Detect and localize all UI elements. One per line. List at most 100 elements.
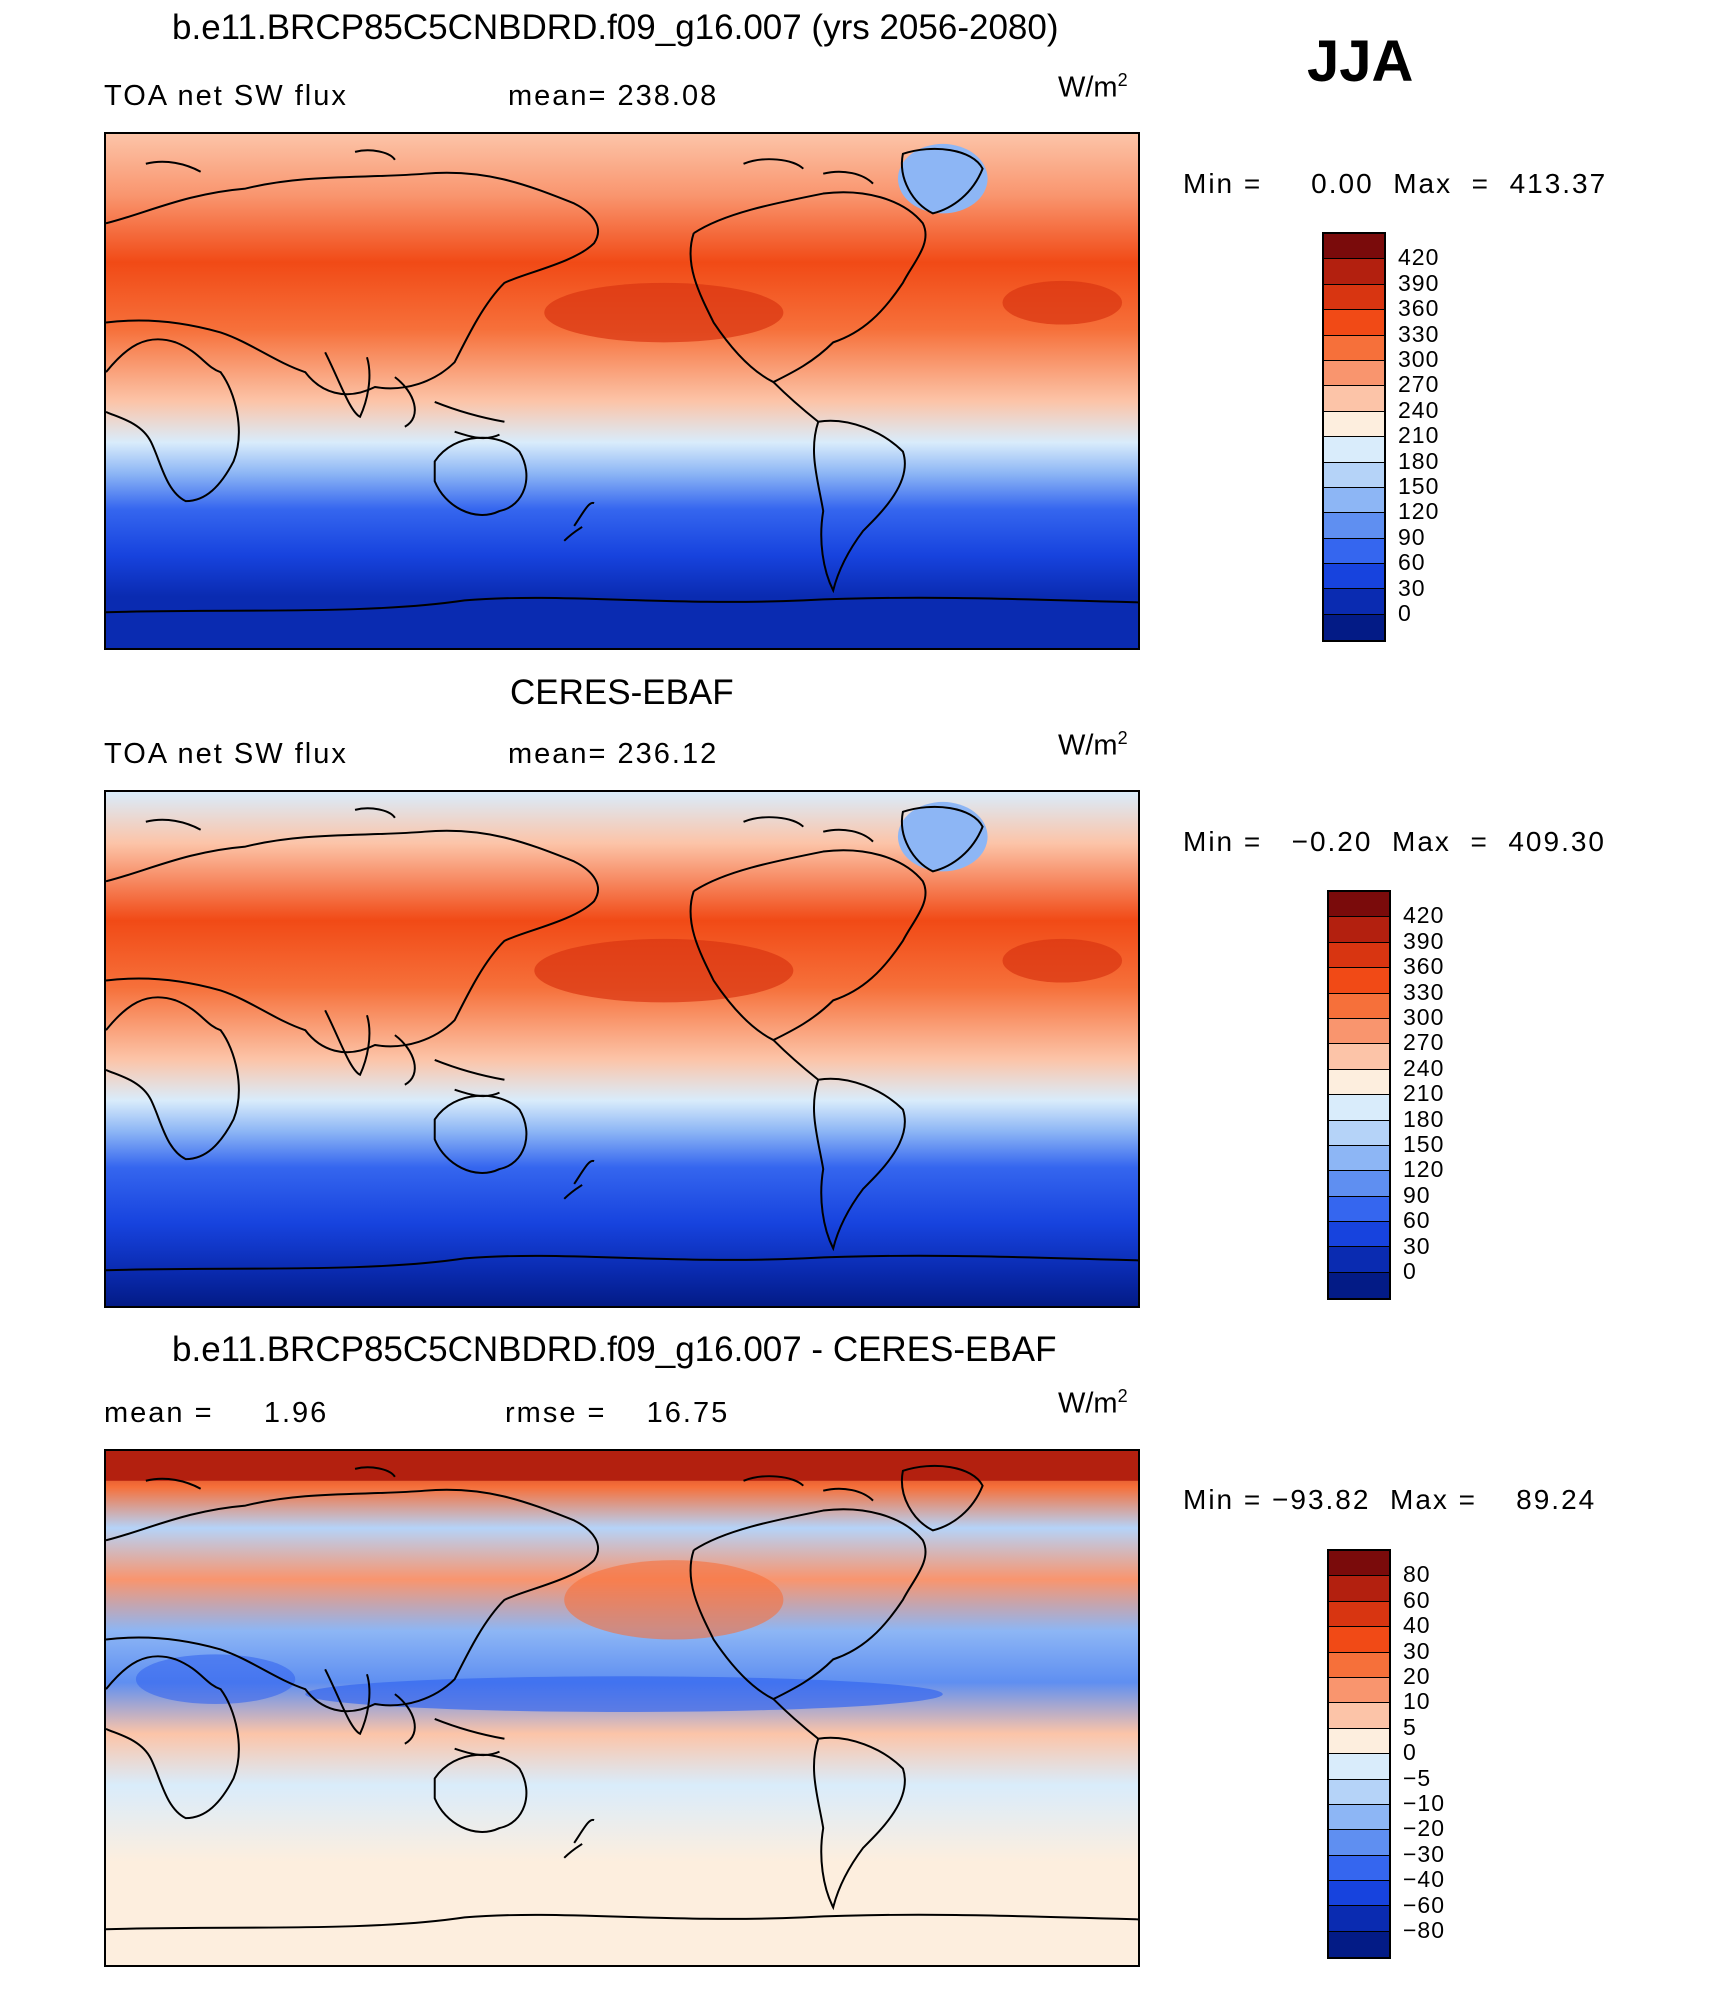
colorbar-swatch — [1329, 993, 1389, 1019]
panel-1-max-region — [544, 282, 784, 343]
colorbar-swatch — [1329, 1145, 1389, 1172]
panel-2-colorbar-tick: 330 — [1403, 978, 1445, 1005]
colorbar-swatch — [1324, 487, 1384, 514]
panel-1-colorbar-tick: 420 — [1398, 244, 1440, 271]
panel-1-field — [106, 134, 1138, 648]
panel-1-colorbar-tick: 180 — [1398, 447, 1440, 474]
panel-2-max-region-atl — [1002, 938, 1123, 983]
colorbar-swatch — [1324, 589, 1384, 615]
colorbar-swatch — [1329, 1120, 1389, 1146]
panel-2-colorbar-tick: 210 — [1403, 1080, 1445, 1107]
colorbar-swatch — [1329, 1627, 1389, 1653]
colorbar-swatch — [1329, 1171, 1389, 1197]
panel-1-colorbar-tick: 30 — [1398, 574, 1426, 601]
panel-1-greenland — [897, 143, 988, 214]
panel-3-colorbar-tick: −80 — [1403, 1917, 1446, 1943]
colorbar-swatch — [1329, 1931, 1389, 1958]
panel-2-mean-label: mean= 236.12 — [508, 738, 719, 770]
panel-1-colorbar-tick: 210 — [1398, 422, 1440, 449]
colorbar-swatch — [1324, 234, 1384, 260]
panel-3-pacific-warm — [564, 1560, 784, 1640]
panel-3-colorbar-tick: 5 — [1403, 1713, 1417, 1740]
colorbar-swatch — [1329, 1044, 1389, 1070]
colorbar-swatch — [1324, 360, 1384, 387]
panel-3-colorbar-tick: 20 — [1403, 1663, 1431, 1689]
colorbar-swatch — [1324, 386, 1384, 412]
panel-3-indian-ocean — [135, 1654, 296, 1705]
panel-1-colorbar-tick: 0 — [1398, 600, 1412, 626]
colorbar-swatch — [1329, 892, 1389, 918]
panel-1-units: W/m2 — [1058, 70, 1128, 104]
colorbar-swatch — [1329, 968, 1389, 994]
colorbar-swatch — [1324, 614, 1384, 641]
panel-1-mean-label: mean= 238.08 — [508, 80, 719, 112]
panel-2-colorbar-tick: 300 — [1403, 1004, 1445, 1030]
panel-1-variable-label: TOA net SW flux — [104, 80, 348, 112]
colorbar-swatch — [1329, 1576, 1389, 1602]
colorbar-swatch — [1329, 1677, 1389, 1704]
panel-1-minmax: Min = 0.00 Max = 413.37 — [1183, 168, 1608, 199]
colorbar-swatch — [1329, 917, 1389, 943]
panel-2-colorbar-tick: 0 — [1403, 1258, 1417, 1284]
colorbar-swatch — [1329, 1703, 1389, 1729]
colorbar-swatch — [1329, 942, 1389, 969]
colorbar-swatch — [1324, 538, 1384, 565]
panel-2-colorbar-tick: 390 — [1403, 927, 1445, 954]
colorbar-swatch — [1329, 1906, 1389, 1932]
season-label: JJA — [1307, 29, 1414, 94]
colorbar-swatch — [1329, 1754, 1389, 1780]
colorbar-swatch — [1324, 564, 1384, 590]
colorbar-swatch — [1324, 259, 1384, 285]
panel-3-colorbar-tick: −40 — [1403, 1866, 1446, 1893]
panel-2-colorbar-tick: 240 — [1403, 1054, 1445, 1081]
panel-3-colorbar-tick: 30 — [1403, 1637, 1431, 1664]
colorbar-swatch — [1329, 1095, 1389, 1121]
panel-2-max-region — [534, 938, 794, 1003]
panel-3-colorbar-tick: −60 — [1403, 1891, 1446, 1918]
colorbar-swatch — [1329, 1881, 1389, 1907]
colorbar-swatch — [1329, 1779, 1389, 1805]
panel-3-units: W/m2 — [1058, 1386, 1128, 1420]
panel-3-colorbar-tick: −30 — [1403, 1840, 1446, 1867]
panel-3-colorbar-tick: 80 — [1403, 1561, 1431, 1588]
colorbar-swatch — [1329, 1652, 1389, 1678]
colorbar-swatch — [1329, 1272, 1389, 1299]
panel-2-colorbar-tick: 30 — [1403, 1232, 1431, 1259]
panel-3-colorbar-tick: −20 — [1403, 1815, 1446, 1842]
colorbar-swatch — [1324, 437, 1384, 463]
panel-3-map — [104, 1449, 1140, 1967]
panel-1-colorbar-tick: 240 — [1398, 396, 1440, 423]
panel-2-units: W/m2 — [1058, 728, 1128, 762]
colorbar-swatch — [1329, 1855, 1389, 1882]
colorbar-swatch — [1329, 1069, 1389, 1096]
panel-2-colorbar-tick: 360 — [1403, 953, 1445, 980]
panel-1-colorbar-tick: 330 — [1398, 320, 1440, 347]
panel-2-field — [106, 792, 1138, 1306]
colorbar-swatch — [1329, 1196, 1389, 1223]
panel-1-colorbar-tick: 300 — [1398, 346, 1440, 372]
panel-1-colorbar — [1322, 232, 1386, 643]
panel-1-colorbar-tick: 390 — [1398, 269, 1440, 296]
panel-2-greenland — [897, 801, 988, 872]
colorbar-swatch — [1324, 411, 1384, 438]
panel-1-title: b.e11.BRCP85C5CNBDRD.f09_g16.007 (yrs 20… — [172, 8, 1059, 47]
panel-3-equatorial-band — [305, 1676, 943, 1712]
panel-2-colorbar-tick: 60 — [1403, 1207, 1431, 1234]
colorbar-swatch — [1329, 1830, 1389, 1856]
colorbar-swatch — [1329, 1222, 1389, 1248]
panel-2-colorbar-tick: 90 — [1403, 1181, 1431, 1208]
panel-3-colorbar-tick: 10 — [1403, 1688, 1431, 1715]
panel-3-mean-label: mean = 1.96 — [104, 1397, 329, 1429]
panel-2-title: CERES-EBAF — [510, 673, 734, 712]
panel-1-colorbar-tick: 150 — [1398, 473, 1440, 499]
panel-3-title: b.e11.BRCP85C5CNBDRD.f09_g16.007 - CERES… — [172, 1330, 1057, 1369]
panel-2-colorbar-tick: 420 — [1403, 902, 1445, 929]
colorbar-swatch — [1329, 1551, 1389, 1577]
colorbar-swatch — [1329, 1601, 1389, 1628]
panel-3-colorbar-tick: 40 — [1403, 1612, 1431, 1639]
panel-1-map — [104, 132, 1140, 650]
colorbar-swatch — [1324, 310, 1384, 336]
panel-3-rmse-label: rmse = 16.75 — [505, 1397, 730, 1429]
panel-3-colorbar-tick: −5 — [1403, 1764, 1432, 1791]
colorbar-swatch — [1329, 1247, 1389, 1273]
